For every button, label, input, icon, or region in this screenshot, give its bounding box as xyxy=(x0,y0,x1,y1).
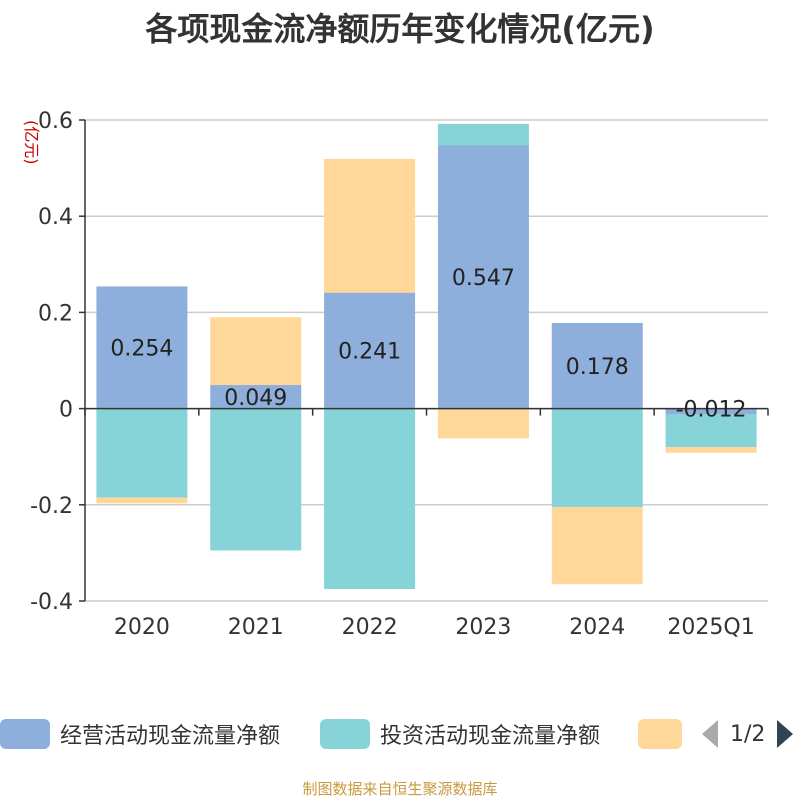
legend-label-investing: 投资活动现金流量净额 xyxy=(380,724,601,749)
data-label-2023: 0.547 xyxy=(452,266,515,291)
bar-operating-2021[interactable] xyxy=(210,385,302,409)
bar-financing-2025Q1[interactable] xyxy=(665,447,757,453)
bar-financing-2023[interactable] xyxy=(437,408,529,439)
x-tick-label: 2021 xyxy=(228,615,284,640)
bar-investing-2021[interactable] xyxy=(210,408,302,551)
bar-operating-2025Q1[interactable] xyxy=(665,408,757,415)
legend-item-operating[interactable]: 经营活动现金流量净额 xyxy=(0,714,280,754)
x-tick-label: 2024 xyxy=(569,615,625,640)
legend-swatch-operating xyxy=(0,719,50,749)
bar-investing-2025Q1[interactable] xyxy=(665,414,757,448)
legend-prev-icon[interactable] xyxy=(702,720,718,748)
bar-operating-2024[interactable] xyxy=(551,322,643,409)
x-tick-label: 2025Q1 xyxy=(667,615,754,640)
legend-pager: 1/2 xyxy=(702,714,794,754)
data-label-2021: 0.049 xyxy=(224,386,287,411)
legend-label-operating: 经营活动现金流量净额 xyxy=(60,724,281,749)
legend-swatch-financing xyxy=(638,719,682,749)
legend-page-indicator: 1/2 xyxy=(730,721,766,747)
y-tick-label: -0.2 xyxy=(30,494,73,519)
legend-swatch-investing xyxy=(320,719,370,749)
bar-operating-2022[interactable] xyxy=(324,292,416,409)
legend: 经营活动现金流量净额 投资活动现金流量净额 1/2 xyxy=(0,714,800,754)
x-tick-label: 2022 xyxy=(342,615,398,640)
y-tick-label: -0.4 xyxy=(30,590,73,615)
bar-financing-2022[interactable] xyxy=(324,158,416,293)
bar-investing-2024[interactable] xyxy=(551,408,643,508)
y-tick-label: 0.6 xyxy=(38,109,73,134)
data-label-2022: 0.241 xyxy=(338,340,401,365)
legend-next-icon[interactable] xyxy=(777,720,794,748)
data-label-2025Q1: -0.012 xyxy=(676,398,747,423)
bar-investing-2020[interactable] xyxy=(96,408,188,498)
y-tick-label: 0.2 xyxy=(38,301,73,326)
bar-financing-2024[interactable] xyxy=(551,507,643,585)
bar-financing-2020[interactable] xyxy=(96,497,188,504)
source-note: 制图数据来自恒生聚源数据库 xyxy=(302,780,498,798)
bar-investing-2022[interactable] xyxy=(324,408,416,589)
y-axis-unit: (亿元) xyxy=(22,120,41,165)
x-tick-label: 2020 xyxy=(114,615,170,640)
legend-item-investing[interactable]: 投资活动现金流量净额 xyxy=(320,714,600,754)
bar-operating-2020[interactable] xyxy=(96,286,188,409)
bar-financing-2021[interactable] xyxy=(210,317,302,386)
y-tick-label: 0 xyxy=(59,398,73,423)
chart-title: 各项现金流净额历年变化情况(亿元) xyxy=(145,10,655,48)
data-label-2020: 0.254 xyxy=(110,337,173,362)
legend-item-financing[interactable] xyxy=(638,714,682,754)
chart-plot: -0.4 -0.2 0 0.2 0.4 0.6(亿元) 2020 2021 2022 2023 20… xyxy=(22,109,769,640)
data-label-2024: 0.178 xyxy=(566,355,629,380)
bar-operating-2023[interactable] xyxy=(437,145,529,409)
x-tick-label: 2023 xyxy=(455,615,511,640)
bar-investing-2023[interactable] xyxy=(437,123,529,146)
y-tick-label: 0.4 xyxy=(38,205,73,230)
